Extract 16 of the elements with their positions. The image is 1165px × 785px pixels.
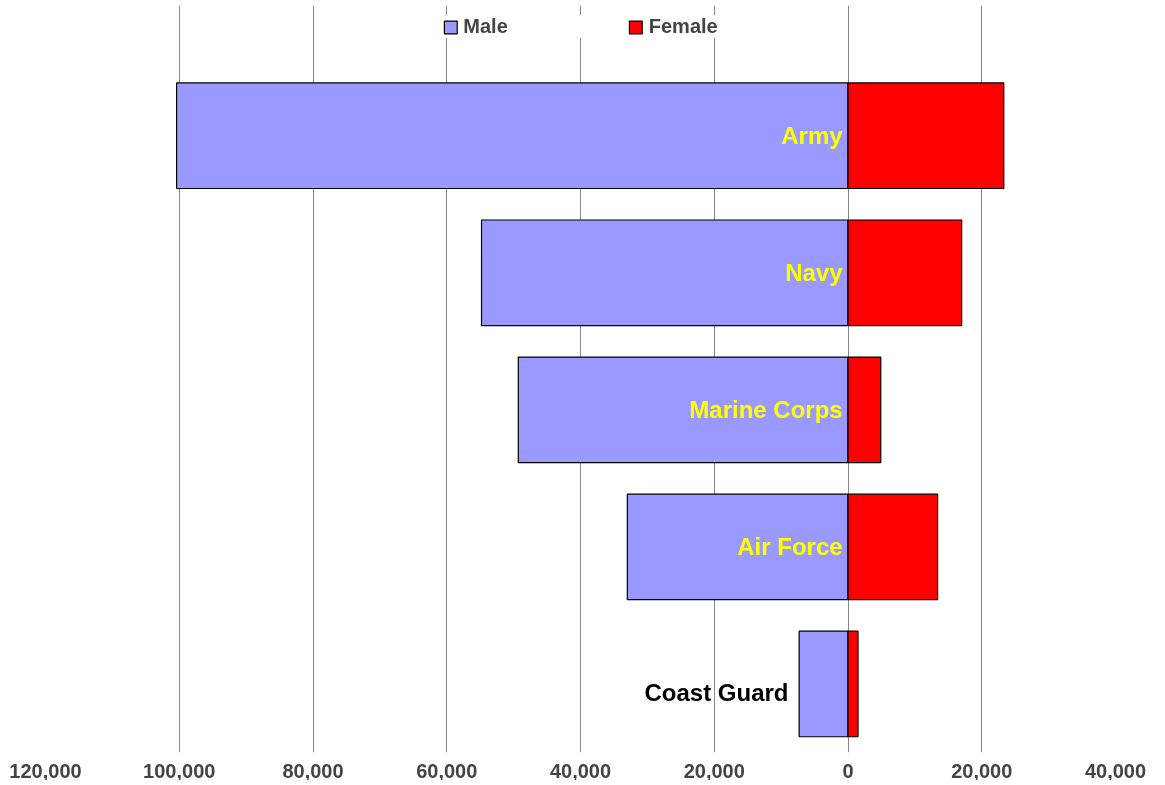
x-tick-label: 20,000	[683, 759, 745, 782]
x-tick-label: 100,000	[143, 759, 216, 782]
y-tick-label: Coast Guard	[644, 678, 789, 706]
y-tick-label: Army	[781, 122, 844, 150]
x-tick-label: 120,000	[9, 759, 82, 782]
x-tick-label: 40,000	[549, 759, 612, 782]
x-tick-label: 20,000	[951, 759, 1013, 782]
legend-label: Female	[648, 15, 718, 38]
x-tick-label: 40,000	[1084, 759, 1147, 782]
y-tick-label: Air Force	[737, 533, 843, 561]
y-tick-label: Marine Corps	[689, 396, 843, 424]
legend-label: Male	[463, 15, 508, 38]
x-tick-label: 0	[842, 759, 854, 782]
x-tick-label: 80,000	[282, 759, 344, 782]
y-tick-label: Navy	[785, 259, 844, 287]
x-tick-label: 60,000	[416, 759, 478, 782]
